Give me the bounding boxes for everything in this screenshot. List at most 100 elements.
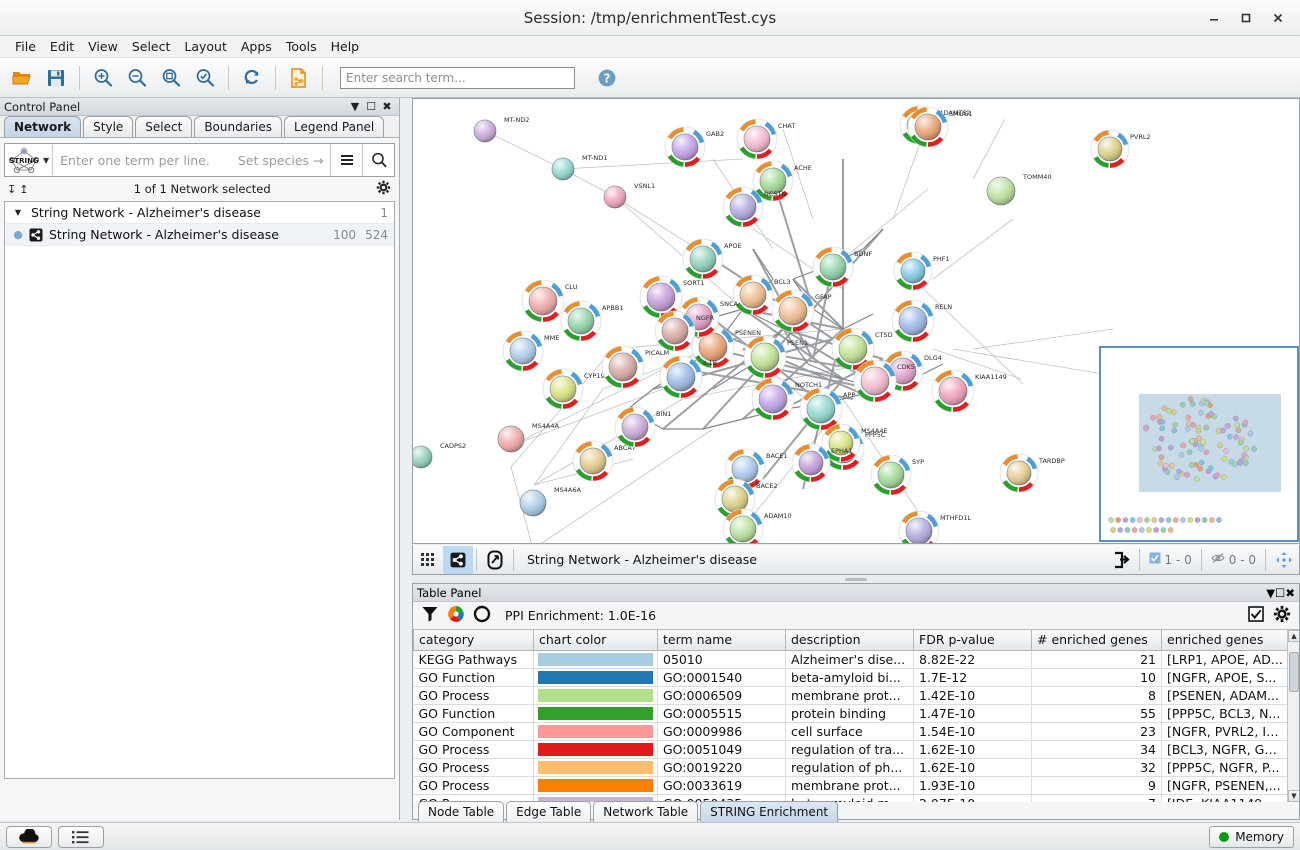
- chevron-down-icon[interactable]: ▼: [1266, 586, 1275, 600]
- search-input[interactable]: Enter search term...: [340, 67, 575, 89]
- zoom-in-icon[interactable]: [87, 62, 119, 94]
- window-title: Session: /tmp/enrichmentTest.cys: [524, 9, 776, 27]
- zoom-selected-icon[interactable]: [189, 62, 221, 94]
- float-icon[interactable]: ☐: [1275, 586, 1285, 600]
- set-species-link[interactable]: Set species →: [238, 153, 324, 168]
- minimize-button[interactable]: [1198, 2, 1230, 34]
- chevron-double-up-icon[interactable]: ↥: [16, 183, 28, 196]
- gear-icon[interactable]: [376, 180, 395, 198]
- overview-node: [1174, 475, 1179, 480]
- cell-category: KEGG Pathways: [414, 650, 534, 668]
- grid-view-icon[interactable]: [413, 546, 443, 574]
- maximize-button[interactable]: [1230, 2, 1262, 34]
- checkbox-checked-icon[interactable]: [1247, 605, 1265, 626]
- network-view-canvas[interactable]: MT-ND2 MT-ND1 VSNL1 ADAMTS2 PVRL2 TOMM40 SMUG1…: [412, 98, 1300, 544]
- table-row[interactable]: GO Function GO:0005515 protein binding 1.47…: [414, 704, 1290, 722]
- table-row[interactable]: GO Process GO:0019220 regulation of ph... 1…: [414, 758, 1290, 776]
- tab-select[interactable]: Select: [135, 116, 192, 137]
- zoom-fit-icon[interactable]: [155, 62, 187, 94]
- memory-button[interactable]: Memory: [1209, 826, 1294, 848]
- col-category[interactable]: category: [414, 630, 534, 650]
- fit-content-icon[interactable]: [1269, 546, 1299, 574]
- menu-apps[interactable]: Apps: [234, 37, 279, 56]
- menu-tools[interactable]: Tools: [279, 37, 324, 56]
- overview-node: [1152, 517, 1157, 522]
- node-label: TARDBP: [1038, 457, 1065, 465]
- float-icon[interactable]: ☐: [363, 100, 379, 113]
- scroll-up-arrow[interactable]: ▲: [1288, 630, 1299, 642]
- tab-string-enrichment[interactable]: STRING Enrichment: [700, 801, 838, 822]
- tab-network[interactable]: Network: [4, 116, 81, 137]
- cloud-icon[interactable]: [6, 826, 52, 848]
- string-logo-icon[interactable]: STRING: [5, 144, 43, 176]
- funnel-icon[interactable]: [421, 605, 439, 626]
- table-row[interactable]: GO Component GO:0009986 cell surface 1.54E-…: [414, 722, 1290, 740]
- close-icon[interactable]: ✖: [1285, 586, 1295, 600]
- tab-node-table[interactable]: Node Table: [418, 801, 504, 822]
- selected-nodes-count[interactable]: 1 - 0: [1143, 552, 1198, 567]
- donut-chart-icon[interactable]: [473, 605, 491, 626]
- tab-legend-panel[interactable]: Legend Panel: [284, 116, 384, 137]
- control-panel-title: Control Panel: [4, 100, 80, 114]
- tab-network-table[interactable]: Network Table: [593, 801, 698, 822]
- chevron-double-down-icon[interactable]: ↧: [4, 183, 16, 196]
- open-folder-icon[interactable]: [6, 62, 38, 94]
- overview-node: [1157, 419, 1162, 424]
- network-nodes[interactable]: MT-ND2 MT-ND1 VSNL1 ADAMTS2 PVRL2 TOMM40 SMUG1…: [413, 106, 1151, 543]
- export-network-icon[interactable]: [283, 62, 315, 94]
- enrichment-table-wrapper[interactable]: category chart color term name descripti…: [413, 630, 1299, 802]
- cell-category: GO Process: [414, 776, 534, 794]
- node-shading: [915, 114, 941, 140]
- hamburger-icon[interactable]: [330, 144, 362, 176]
- table-row[interactable]: KEGG Pathways 05010 Alzheimer's dise... 8.8…: [414, 650, 1290, 668]
- string-term-input[interactable]: Enter one term per line. Set species →: [52, 145, 330, 175]
- menu-help[interactable]: Help: [324, 37, 367, 56]
- scroll-thumb[interactable]: [1289, 652, 1299, 692]
- gear-icon[interactable]: [1273, 605, 1291, 626]
- col-term-name[interactable]: term name: [658, 630, 786, 650]
- chevron-down-icon[interactable]: ▼: [43, 156, 49, 165]
- panel-splitter[interactable]: [412, 575, 1300, 583]
- cell-fdr-pvalue: 1.62E-10: [914, 740, 1032, 758]
- chevron-down-icon[interactable]: ▼: [347, 100, 363, 113]
- menu-file[interactable]: File: [8, 37, 43, 56]
- menu-select[interactable]: Select: [125, 37, 178, 56]
- refresh-icon[interactable]: [236, 62, 268, 94]
- col-fdr-pvalue[interactable]: FDR p-value: [914, 630, 1032, 650]
- splitter-grip[interactable]: [845, 578, 867, 581]
- zoom-out-icon[interactable]: [121, 62, 153, 94]
- menu-view[interactable]: View: [81, 37, 125, 56]
- tab-boundaries[interactable]: Boundaries: [194, 116, 282, 137]
- hidden-nodes-count[interactable]: 0 - 0: [1205, 552, 1262, 567]
- birds-eye-view[interactable]: [1099, 346, 1299, 542]
- close-button[interactable]: [1262, 2, 1294, 34]
- table-row[interactable]: GO Function GO:0001540 beta-amyloid bi... 1…: [414, 668, 1290, 686]
- help-icon[interactable]: ?: [591, 62, 623, 94]
- col-chart-color[interactable]: chart color: [534, 630, 658, 650]
- share-export-icon[interactable]: [1106, 546, 1136, 574]
- col-description[interactable]: description: [786, 630, 914, 650]
- color-wheel-icon[interactable]: [447, 605, 465, 626]
- col-enriched-genes[interactable]: enriched genes: [1162, 630, 1290, 650]
- magnifier-icon[interactable]: [362, 144, 394, 176]
- tab-edge-table[interactable]: Edge Table: [506, 801, 591, 822]
- save-icon[interactable]: [40, 62, 72, 94]
- table-vertical-scrollbar[interactable]: ▲ ▼: [1287, 630, 1299, 802]
- annotation-icon[interactable]: [480, 546, 510, 574]
- table-panel-title: Table Panel: [417, 586, 481, 600]
- overview-node: [1190, 439, 1195, 444]
- overview-node: [1139, 527, 1144, 532]
- tree-child-row[interactable]: ● String Network - Alzheimer's disease 1…: [5, 224, 394, 246]
- task-list-icon[interactable]: [58, 826, 104, 848]
- menu-edit[interactable]: Edit: [43, 37, 81, 56]
- table-row[interactable]: GO Process GO:0033619 membrane prot... 1.93…: [414, 776, 1290, 794]
- tree-root-row[interactable]: ▼ String Network - Alzheimer's disease 1: [5, 202, 394, 224]
- chevron-down-icon[interactable]: ▼: [9, 208, 27, 217]
- table-row[interactable]: GO Process GO:0006509 membrane prot... 1.42…: [414, 686, 1290, 704]
- network-view-icon[interactable]: [443, 546, 473, 574]
- menu-layout[interactable]: Layout: [177, 37, 234, 56]
- close-icon[interactable]: ✖: [379, 100, 395, 113]
- col-enriched-count[interactable]: # enriched genes: [1032, 630, 1162, 650]
- table-row[interactable]: GO Process GO:0051049 regulation of tra...…: [414, 740, 1290, 758]
- tab-style[interactable]: Style: [83, 116, 133, 137]
